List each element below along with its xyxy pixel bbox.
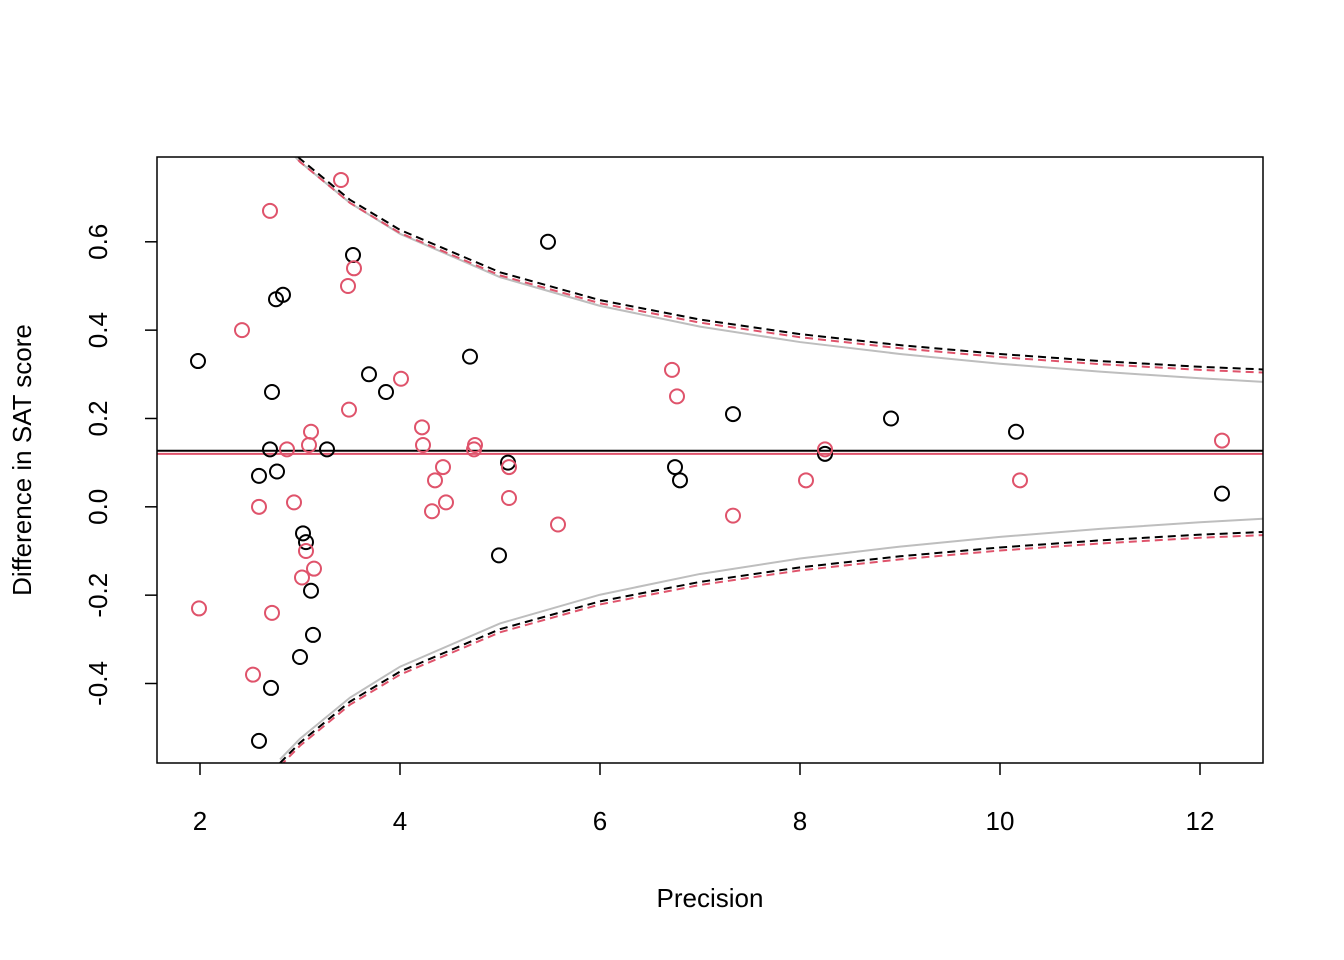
data-point xyxy=(341,401,357,418)
data-point xyxy=(298,542,314,559)
data-point xyxy=(262,202,278,219)
data-point xyxy=(798,472,814,489)
data-point xyxy=(725,406,741,423)
funnel-curve xyxy=(296,157,1263,371)
data-point xyxy=(435,459,451,476)
data-point xyxy=(279,441,295,458)
data-point xyxy=(664,361,680,378)
funnel-curve xyxy=(293,157,1263,374)
data-point xyxy=(305,626,321,643)
data-point xyxy=(190,353,206,370)
data-point xyxy=(466,441,482,458)
data-point xyxy=(672,472,688,489)
data-point xyxy=(725,507,741,524)
data-point xyxy=(306,560,322,577)
data-point xyxy=(540,233,556,250)
data-point xyxy=(1012,472,1028,489)
data-point xyxy=(340,277,356,294)
funnel-curve xyxy=(279,530,1263,763)
y-axis-title: Difference in SAT score xyxy=(7,324,37,596)
data-point xyxy=(319,441,335,458)
data-point xyxy=(1008,423,1024,440)
data-point xyxy=(234,322,250,339)
data-point xyxy=(1214,485,1230,502)
plot-area xyxy=(157,157,1263,763)
x-tick-label: 4 xyxy=(393,806,407,836)
data-point xyxy=(424,503,440,520)
x-tick-label: 6 xyxy=(593,806,607,836)
data-point xyxy=(501,459,517,476)
data-point xyxy=(275,286,291,303)
data-point xyxy=(262,441,278,458)
data-point xyxy=(264,383,280,400)
data-point xyxy=(269,463,285,480)
y-tick-label: 0.2 xyxy=(83,400,113,436)
data-point xyxy=(491,547,507,564)
data-point xyxy=(361,366,377,383)
x-tick-label: 2 xyxy=(193,806,207,836)
data-point xyxy=(501,489,517,506)
data-point xyxy=(667,459,683,476)
x-tick-label: 12 xyxy=(1186,806,1215,836)
data-point xyxy=(427,472,443,489)
y-tick-label: -0.4 xyxy=(83,661,113,706)
funnel-curve xyxy=(279,517,1263,761)
y-tick-label: 0.6 xyxy=(83,224,113,260)
x-tick-label: 10 xyxy=(986,806,1015,836)
data-point xyxy=(393,370,409,387)
data-point xyxy=(251,732,267,749)
data-point xyxy=(333,171,349,188)
data-point xyxy=(883,410,899,427)
data-point xyxy=(295,525,311,542)
data-point xyxy=(298,534,314,551)
data-point xyxy=(191,600,207,617)
y-tick-label: 0.4 xyxy=(83,312,113,348)
data-point xyxy=(264,604,280,621)
data-point xyxy=(294,569,310,586)
funnel-curve xyxy=(281,534,1263,763)
x-tick-label: 8 xyxy=(793,806,807,836)
y-tick-label: -0.2 xyxy=(83,573,113,618)
data-point xyxy=(817,441,833,458)
x-axis-title: Precision xyxy=(657,883,764,913)
data-point xyxy=(462,348,478,365)
data-point xyxy=(550,516,566,533)
data-point xyxy=(263,679,279,696)
data-point xyxy=(415,436,431,453)
data-point xyxy=(245,666,261,683)
data-point xyxy=(286,494,302,511)
y-tick-label: 0.0 xyxy=(83,489,113,525)
data-point xyxy=(292,648,308,665)
data-point xyxy=(669,388,685,405)
plot-frame xyxy=(156,156,1264,764)
data-point xyxy=(414,419,430,436)
data-point xyxy=(378,383,394,400)
data-point xyxy=(303,582,319,599)
data-point xyxy=(251,498,267,515)
data-point xyxy=(817,445,833,462)
data-point xyxy=(346,260,362,277)
data-point xyxy=(301,436,317,453)
data-point xyxy=(251,467,267,484)
data-point xyxy=(1214,432,1230,449)
data-point xyxy=(438,494,454,511)
